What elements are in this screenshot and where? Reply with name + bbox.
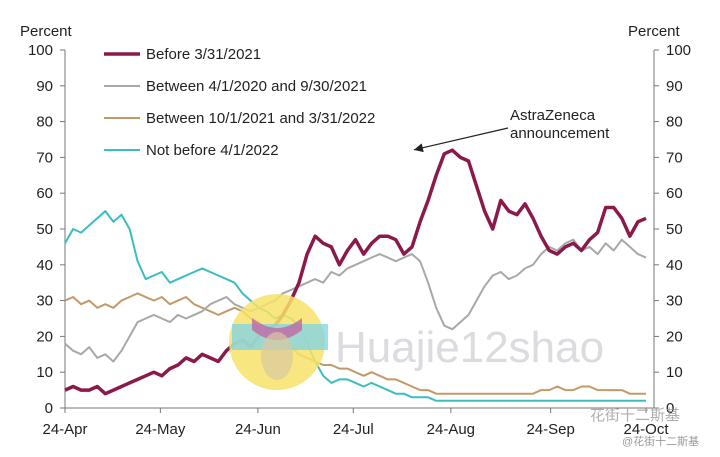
legend-label: Not before 4/1/2022	[146, 142, 279, 159]
series-lines	[64, 148, 647, 402]
legend-label: Between 10/1/2021 and 3/31/2022	[146, 110, 375, 127]
annotation-line2: announcement	[510, 125, 610, 142]
y-tick-label-left: 40	[36, 257, 53, 274]
series-line-not-before-4-1-2022	[64, 210, 646, 402]
x-tick-label: 24-Jul	[333, 421, 374, 438]
annotation-arrow	[413, 127, 509, 151]
y-tick-label-right: 50	[666, 221, 683, 238]
y-tick-label-left: 70	[36, 149, 53, 166]
watermark-logo-ribbon	[252, 318, 302, 340]
x-tick-label: 24-May	[135, 421, 186, 438]
y-tick-label-left: 80	[36, 114, 53, 131]
y-tick-label-right: 70	[666, 149, 683, 166]
legend: Before 3/31/2021 Between 4/1/2020 and 9/3…	[104, 46, 375, 159]
y-tick-label-right: 100	[666, 42, 691, 59]
legend-label: Between 4/1/2020 and 9/30/2021	[146, 78, 367, 95]
y-tick-label-right: 60	[666, 185, 683, 202]
y-tick-label-left: 90	[36, 78, 53, 95]
x-tick-label: 24-Sep	[526, 421, 574, 438]
y-tick-label-left: 100	[28, 42, 53, 59]
y-tick-label-left: 10	[36, 364, 53, 381]
annotation-line1: AstraZeneca	[510, 107, 596, 124]
y-tick-label-left: 30	[36, 293, 53, 310]
y-tick-label-right: 10	[666, 364, 683, 381]
y-tick-label-left: 50	[36, 221, 53, 238]
y-ticks: 0 0 10 10 20 20 30 30 40 40 50 50 60 60 70 70 80 80 90 90 10…	[28, 42, 691, 417]
y-tick-label-right: 90	[666, 78, 683, 95]
y-tick-label-right: 40	[666, 257, 683, 274]
x-tick-label: 24-Aug	[427, 421, 475, 438]
y-axis-title-right: Percent	[628, 23, 681, 40]
y-tick-label-right: 20	[666, 328, 683, 345]
series-line-between-10-1-2021-and-3-31-2022	[64, 292, 646, 395]
y-tick-label-right: 80	[666, 114, 683, 131]
legend-label: Before 3/31/2021	[146, 46, 261, 63]
watermark-logo	[229, 294, 328, 390]
series-line-before-3-31-2021	[64, 148, 647, 396]
brand-watermark-sub: @花街十二斯基	[622, 434, 699, 448]
x-tick-label: 24-Oct	[623, 421, 669, 438]
y-axis-title-left: Percent	[20, 23, 73, 40]
annotation-arrowhead	[413, 143, 424, 153]
x-tick-label: 24-Jun	[235, 421, 281, 438]
watermark-logo-face	[261, 332, 293, 380]
x-ticks: 24-Apr 24-May 24-Jun 24-Jul 24-Aug 24-Sep 24-O…	[42, 408, 669, 438]
y-tick-label-left: 0	[45, 400, 53, 417]
y-tick-label-right: 0	[666, 400, 674, 417]
y-tick-label-right: 30	[666, 293, 683, 310]
y-tick-label-left: 20	[36, 328, 53, 345]
watermark-text: Huajie12shao	[335, 323, 604, 372]
y-tick-label-left: 60	[36, 185, 53, 202]
series-line-between-4-1-2020-and-9-30-2021	[64, 238, 647, 363]
x-tick-label: 24-Apr	[42, 421, 87, 438]
brand-watermark: 花街十二斯基	[590, 407, 680, 424]
